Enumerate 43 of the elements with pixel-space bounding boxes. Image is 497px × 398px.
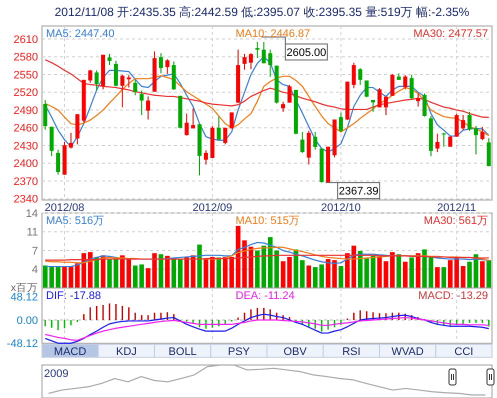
y-tick-label: 2340 — [14, 194, 38, 206]
y-tick-label: 4 — [32, 264, 38, 276]
text: MA30: 561万 — [424, 215, 488, 227]
text: PSY — [228, 346, 251, 358]
y-tick-label: 11 — [26, 226, 38, 239]
text: RSI — [342, 346, 361, 358]
series-label: MACD: -13.29 — [418, 290, 488, 302]
x-tick-label: 2012/10 — [321, 202, 361, 214]
y-tick-label: 0.00 — [16, 314, 38, 327]
y-tick-label: 7 — [32, 245, 38, 258]
text: MA10: 2446.87 — [236, 28, 310, 40]
text: CCI — [454, 346, 474, 358]
text: MA30: 2477.57 — [413, 28, 488, 40]
text: MA5: 2447.40 — [46, 28, 114, 40]
x-tick-label: 2012/09 — [192, 202, 232, 214]
annotation: 2367.39 — [338, 186, 379, 198]
y-tick-label: 2430 — [14, 140, 38, 152]
y-tick-label: -48.12 — [6, 338, 38, 350]
text: MA10: 515万 — [236, 215, 300, 227]
y-tick-label: 2400 — [14, 158, 38, 170]
series-label: DEA: -11.24 — [236, 290, 295, 302]
y-axis-title: x百万 — [10, 282, 38, 294]
text: KDJ — [116, 346, 137, 358]
y-tick-label: 14 — [26, 208, 38, 220]
y-tick-label: 48.12 — [10, 292, 38, 304]
text: OBV — [284, 346, 308, 358]
y-tick-label: 2580 — [14, 52, 38, 64]
y-tick-label: 2490 — [14, 104, 38, 117]
y-tick-label: 2610 — [14, 34, 38, 46]
annotation: 2605.00 — [286, 46, 326, 59]
chart-title: 2012/11/08 开:2435.35 高:2442.59 低:2395.07 收:2395.35 量:519万 幅:-2.35% — [54, 5, 470, 19]
y-tick-label: 2370 — [14, 176, 38, 188]
y-tick-label: 2460 — [14, 122, 38, 135]
annotation: 2009 — [44, 368, 68, 380]
y-tick-label: 2520 — [14, 87, 38, 100]
text: DIF: -17.88 — [46, 290, 102, 302]
text: WVAD — [392, 346, 424, 358]
text: MACD — [54, 346, 86, 358]
text: MA5: 516万 — [46, 215, 104, 227]
text: BOLL — [168, 346, 197, 358]
x-tick-label: 2012/11 — [437, 202, 476, 214]
x-tick-label: 2012/08 — [44, 202, 84, 214]
y-tick-label: 2550 — [14, 69, 38, 82]
